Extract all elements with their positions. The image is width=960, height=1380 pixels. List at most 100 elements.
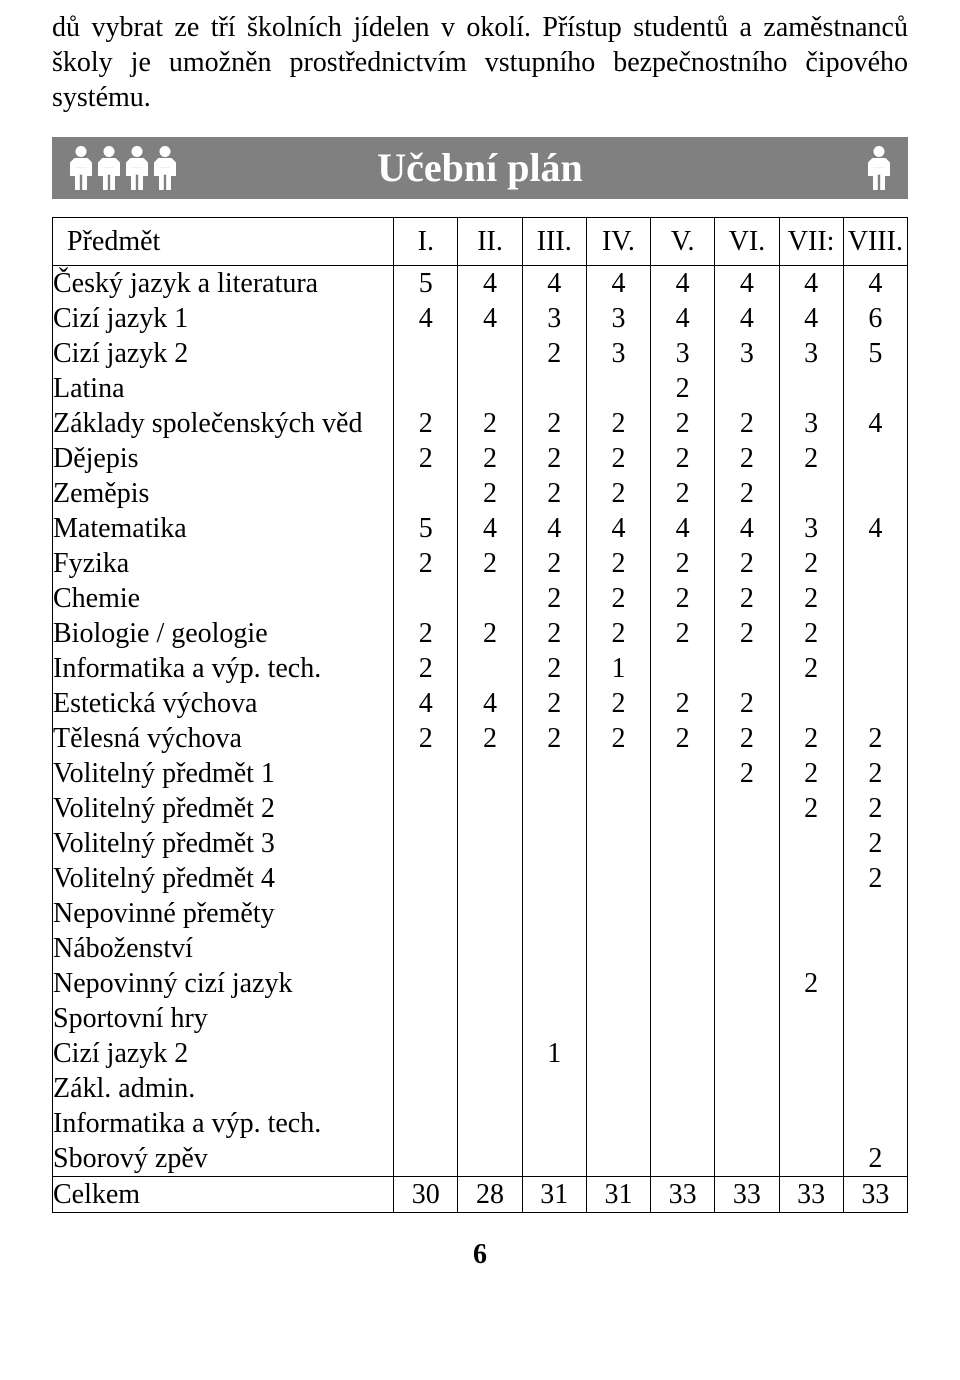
hours-value [780, 1106, 843, 1141]
hours-value [780, 476, 843, 511]
hours-value: 2 [651, 686, 714, 721]
hours-value: 2 [715, 546, 778, 581]
hours-value [780, 931, 843, 966]
hours-value [523, 1106, 586, 1141]
person-icon [868, 146, 890, 190]
hours-value: 2 [715, 721, 778, 756]
banner-title: Učební plán [377, 143, 583, 193]
hours-value [394, 581, 457, 616]
hours-value: 2 [651, 441, 714, 476]
hours-value [523, 1071, 586, 1106]
hours-value: 2 [844, 861, 907, 896]
subject-name: Nepovinný cizí jazyk [53, 966, 393, 1001]
hours-value: 2 [523, 476, 586, 511]
header-col: I. [394, 218, 458, 266]
subject-name: Fyzika [53, 546, 393, 581]
section-banner: Učební plán [52, 137, 908, 199]
hours-value: 2 [458, 721, 521, 756]
table-total-row: Celkem 30 28 31 31 33 33 33 33 [53, 1177, 908, 1213]
hours-value [844, 651, 907, 686]
hours-value: 2 [523, 616, 586, 651]
hours-value: 2 [651, 406, 714, 441]
hours-value [394, 1071, 457, 1106]
hours-value: 2 [651, 721, 714, 756]
hours-value [394, 1036, 457, 1071]
hours-value [715, 861, 778, 896]
hours-value: 2 [651, 546, 714, 581]
hours-value: 2 [523, 441, 586, 476]
hours-value [780, 1001, 843, 1036]
hours-value: 2 [651, 581, 714, 616]
hours-value: 4 [844, 511, 907, 546]
hours-value [458, 1141, 521, 1176]
hours-value: 2 [587, 616, 650, 651]
hours-value: 2 [587, 546, 650, 581]
subject-name: Sportovní hry [53, 1001, 393, 1036]
hours-value [780, 1036, 843, 1071]
header-col: III. [522, 218, 586, 266]
grade-col-6: 443 2224222 222 [715, 266, 779, 1177]
hours-value [458, 931, 521, 966]
hours-value [458, 371, 521, 406]
hours-value [523, 966, 586, 1001]
subject-name: Zákl. admin. [53, 1071, 393, 1106]
hours-value [587, 1141, 650, 1176]
page-number: 6 [52, 1237, 908, 1272]
hours-value: 2 [394, 651, 457, 686]
hours-value: 4 [587, 266, 650, 301]
hours-value [587, 931, 650, 966]
hours-value [780, 826, 843, 861]
grade-col-5: 44322224222 22 [651, 266, 715, 1177]
hours-value: 2 [715, 616, 778, 651]
subjects-cell: Český jazyk a literaturaCizí jazyk 1Cizí… [53, 266, 394, 1177]
hours-value: 2 [844, 721, 907, 756]
hours-value: 4 [715, 266, 778, 301]
subject-name: Sborový zpěv [53, 1141, 393, 1176]
hours-value [458, 861, 521, 896]
hours-value [458, 1106, 521, 1141]
hours-value [458, 756, 521, 791]
hours-value: 4 [651, 511, 714, 546]
hours-value: 2 [458, 406, 521, 441]
hours-value: 2 [780, 966, 843, 1001]
hours-value: 3 [651, 336, 714, 371]
hours-value [458, 1071, 521, 1106]
hours-value [651, 861, 714, 896]
hours-value: 2 [780, 651, 843, 686]
hours-value: 5 [844, 336, 907, 371]
person-icon [98, 146, 120, 190]
hours-value [715, 1071, 778, 1106]
hours-value: 2 [780, 581, 843, 616]
subject-name: Volitelný předmět 2 [53, 791, 393, 826]
hours-value: 2 [587, 721, 650, 756]
hours-value: 2 [780, 721, 843, 756]
hours-value [523, 931, 586, 966]
hours-value: 2 [394, 441, 457, 476]
hours-value [715, 791, 778, 826]
hours-value [844, 1036, 907, 1071]
hours-value [715, 1106, 778, 1141]
hours-value [523, 756, 586, 791]
hours-value [587, 966, 650, 1001]
hours-value [394, 371, 457, 406]
hours-value: 2 [780, 616, 843, 651]
hours-value [715, 651, 778, 686]
hours-value [844, 686, 907, 721]
banner-figures-right [868, 146, 890, 190]
hours-value: 2 [780, 756, 843, 791]
hours-value: 4 [780, 266, 843, 301]
hours-value [394, 756, 457, 791]
grade-col-8: 465 4 4 22222 2 [843, 266, 907, 1177]
hours-value [394, 1141, 457, 1176]
hours-value: 2 [523, 581, 586, 616]
hours-value: 4 [394, 301, 457, 336]
hours-value [780, 371, 843, 406]
hours-value [458, 1001, 521, 1036]
hours-value [458, 581, 521, 616]
hours-value: 2 [844, 756, 907, 791]
grade-col-2: 44 22242 2 42 [458, 266, 522, 1177]
hours-value [587, 1036, 650, 1071]
subject-name: Estetická výchova [53, 686, 393, 721]
banner-figures-left [70, 146, 176, 190]
hours-value [780, 686, 843, 721]
